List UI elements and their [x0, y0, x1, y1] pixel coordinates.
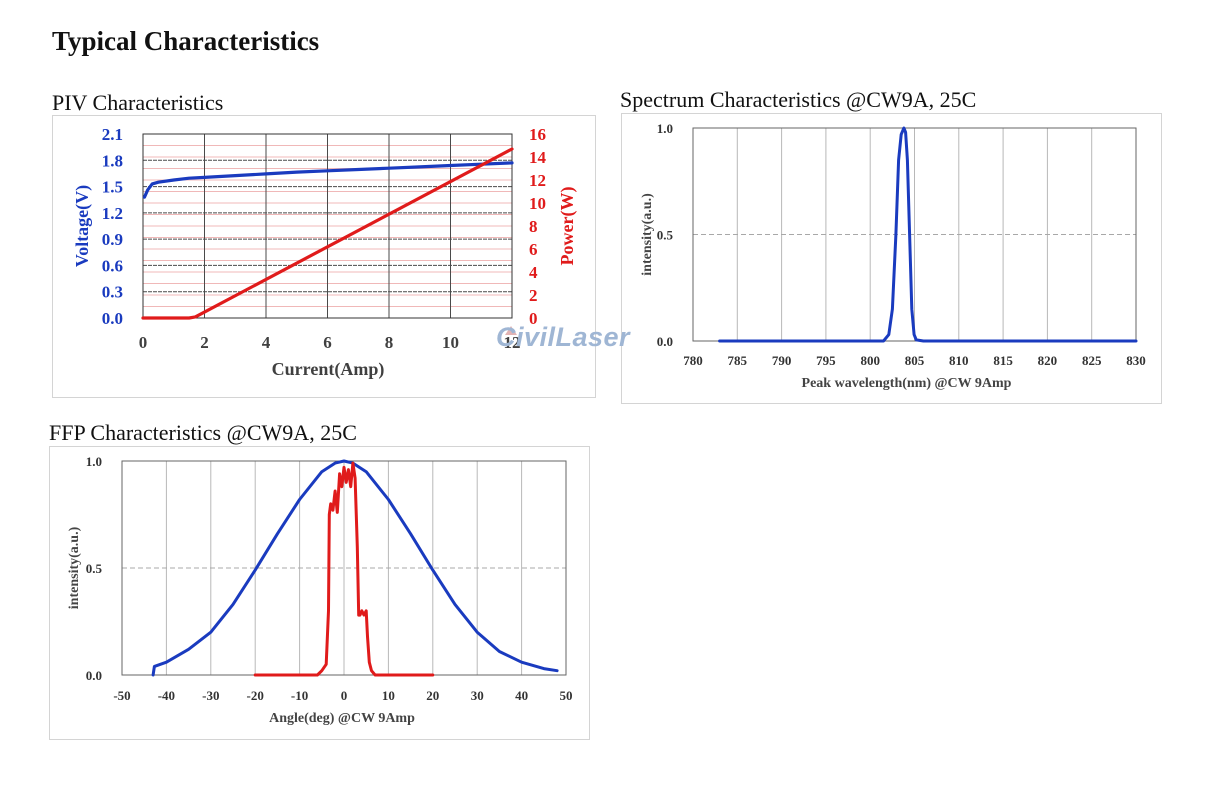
- piv-x-tick-label: 4: [262, 333, 271, 352]
- ffp-x-tick-label: -10: [291, 688, 308, 703]
- piv-x-tick-label: 6: [323, 333, 332, 352]
- piv-voltage-line: [142, 161, 514, 199]
- ffp-y-tick-label: 0.5: [86, 561, 103, 576]
- spectrum-x-axis-label: Peak wavelength(nm) @CW 9Amp: [802, 376, 1012, 391]
- spectrum-x-tick-label: 780: [683, 353, 703, 368]
- spectrum-y-tick-label: 0.5: [657, 228, 674, 243]
- piv-x-tick-label: 8: [385, 333, 394, 352]
- piv-section-title: PIV Characteristics: [52, 90, 224, 115]
- spectrum-x-tick-label: 810: [949, 353, 969, 368]
- ffp-y-tick-label: 0.0: [86, 668, 102, 683]
- spectrum-series-line-1: [718, 126, 1138, 343]
- piv-x-axis-label: Current(Amp): [272, 359, 385, 380]
- ffp-x-tick-label: 30: [471, 688, 484, 703]
- piv-y2-tick-label: 10: [529, 194, 546, 213]
- spectrum-x-tick-label: 785: [728, 353, 748, 368]
- spectrum-y-tick-label: 1.0: [657, 121, 673, 136]
- piv-y-tick-label: 0.3: [102, 283, 123, 302]
- piv-plot-frame: [142, 133, 513, 319]
- page-title: Typical Characteristics: [52, 26, 320, 56]
- spectrum-x-tick-label: 795: [816, 353, 836, 368]
- watermark-arrow-icon: [505, 326, 517, 335]
- spectrum-x-tick-label: 790: [772, 353, 792, 368]
- ffp-x-axis-label: Angle(deg) @CW 9Amp: [269, 711, 415, 726]
- piv-y2-tick-label: 12: [529, 171, 546, 190]
- ffp-x-tick-label: -40: [158, 688, 175, 703]
- spectrum-x-tick-label: 805: [905, 353, 925, 368]
- piv-x-tick-label: 12: [504, 333, 521, 352]
- ffp-series-line-2: [253, 461, 435, 677]
- spectrum-x-tick-label: 800: [860, 353, 880, 368]
- piv-y-tick-label: 1.8: [102, 151, 123, 170]
- ffp-x-tick-label: -20: [247, 688, 264, 703]
- spectrum-x-tick-label: 825: [1082, 353, 1102, 368]
- ffp-section-title: FFP Characteristics @CW9A, 25C: [49, 420, 357, 445]
- watermark-logo: CivilLaser: [496, 322, 631, 352]
- piv-y-tick-label: 1.5: [102, 178, 123, 197]
- ffp-x-tick-label: 50: [560, 688, 573, 703]
- ffp-chart-panel: [49, 446, 590, 740]
- piv-x-tick-label: 2: [200, 333, 209, 352]
- ffp-y-axis-label: intensity(a.u.): [67, 526, 82, 609]
- spectrum-plot-frame: [692, 127, 1137, 342]
- piv-x-tick-label: 0: [139, 333, 148, 352]
- spectrum-chart-panel: [621, 113, 1162, 404]
- piv-y2-tick-label: 8: [529, 217, 538, 236]
- piv-x-tick-label: 10: [442, 333, 459, 352]
- piv-y2-tick-label: 16: [529, 125, 546, 144]
- ffp-y-tick-label: 1.0: [86, 454, 102, 469]
- ffp-x-tick-label: 0: [341, 688, 348, 703]
- piv-y-tick-label: 0.9: [102, 230, 123, 249]
- piv-power-line: [141, 147, 514, 320]
- ffp-x-tick-label: 40: [515, 688, 528, 703]
- piv-y-axis-label: Voltage(V): [72, 185, 93, 267]
- piv-y-tick-label: 0.0: [102, 309, 123, 328]
- piv-y2-tick-label: 14: [529, 148, 547, 167]
- piv-y-tick-label: 1.2: [102, 204, 123, 223]
- piv-y2-tick-label: 2: [529, 286, 538, 305]
- ffp-x-tick-label: -50: [113, 688, 130, 703]
- piv-y2-tick-label: 4: [529, 263, 538, 282]
- spectrum-y-axis-label: intensity(a.u.): [640, 193, 655, 276]
- piv-y2-tick-label: 6: [529, 240, 538, 259]
- spectrum-x-tick-label: 820: [1038, 353, 1058, 368]
- ffp-x-tick-label: 10: [382, 688, 395, 703]
- piv-y-tick-label: 0.6: [102, 256, 123, 275]
- spectrum-y-tick-label: 0.0: [657, 334, 673, 349]
- spectrum-x-tick-label: 815: [993, 353, 1013, 368]
- spectrum-x-tick-label: 830: [1126, 353, 1146, 368]
- spectrum-section-title: Spectrum Characteristics @CW9A, 25C: [620, 87, 977, 112]
- ffp-x-tick-label: 20: [426, 688, 439, 703]
- piv-y2-axis-label: Power(W): [557, 187, 578, 266]
- ffp-x-tick-label: -30: [202, 688, 219, 703]
- piv-y2-tick-label: 0: [529, 309, 538, 328]
- ffp-series-line-1: [151, 459, 559, 677]
- piv-y-tick-label: 2.1: [102, 125, 123, 144]
